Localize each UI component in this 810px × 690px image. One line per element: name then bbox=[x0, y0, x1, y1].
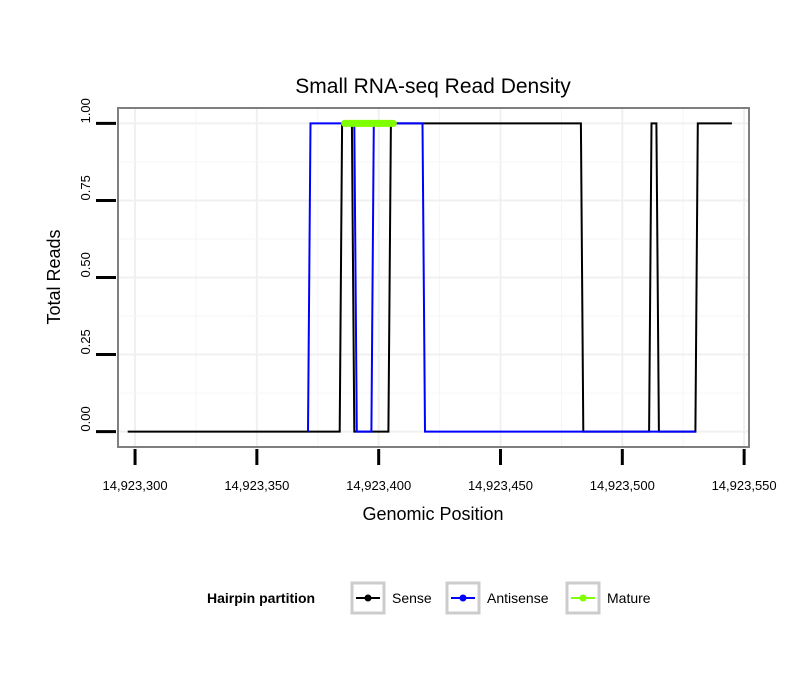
legend-key-point bbox=[364, 594, 372, 602]
legend-item-mature: Mature bbox=[565, 581, 651, 615]
legend-item-antisense: Antisense bbox=[445, 581, 549, 615]
x-tick-label: 14,923,300 bbox=[103, 478, 168, 493]
y-tick-label: 1.00 bbox=[78, 98, 93, 123]
legend-key-point bbox=[459, 594, 467, 602]
legend-item-sense: Sense bbox=[350, 581, 432, 615]
y-tick-label: 0.50 bbox=[78, 252, 93, 277]
legend-label: Antisense bbox=[487, 590, 549, 606]
legend-title: Hairpin partition bbox=[207, 590, 315, 606]
chart-title: Small RNA-seq Read Density bbox=[295, 75, 571, 98]
legend-label: Sense bbox=[392, 590, 432, 606]
plot-panel bbox=[117, 107, 750, 448]
x-axis-title: Genomic Position bbox=[362, 504, 503, 524]
x-tick-label: 14,923,450 bbox=[468, 478, 533, 493]
legend-key-point bbox=[579, 594, 587, 602]
y-tick-label: 0.75 bbox=[78, 175, 93, 200]
x-tick-label: 14,923,400 bbox=[346, 478, 411, 493]
legend-label: Mature bbox=[607, 590, 651, 606]
series-lines bbox=[127, 119, 732, 433]
x-tick-label: 14,923,500 bbox=[590, 478, 655, 493]
grid bbox=[118, 108, 749, 447]
x-tick-label: 14,923,350 bbox=[224, 478, 289, 493]
y-tick-label: 0.25 bbox=[78, 329, 93, 354]
y-axis-title: Total Reads bbox=[44, 229, 64, 324]
y-tick-label: 0.00 bbox=[78, 406, 93, 431]
x-axis: 14,923,300 14,923,350 14,923,400 14,923,450… bbox=[103, 449, 777, 493]
legend: Hairpin partition Sense Antisense Mature bbox=[207, 581, 651, 615]
y-axis: 0.00 0.25 0.50 0.75 1.00 bbox=[78, 98, 116, 434]
x-tick-label: 14,923,550 bbox=[712, 478, 777, 493]
